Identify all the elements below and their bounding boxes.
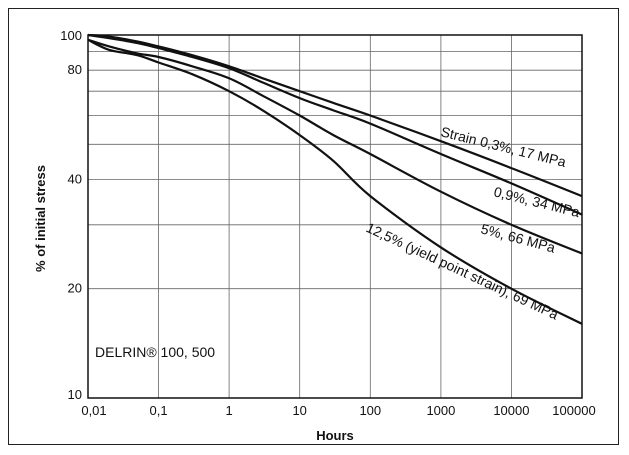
x-tick-label: 100000 [552, 403, 595, 418]
curve-label-strain-0-9: 0,9%, 34 MPa [492, 183, 581, 220]
y-tick-label: 10 [68, 387, 82, 402]
x-axis-title: Hours [316, 428, 354, 443]
y-tick-label: 100 [60, 28, 82, 43]
chart-frame [8, 8, 619, 445]
x-tick-label: 1 [225, 403, 232, 418]
x-tick-labels: 0,01 0,1 1 10 100 1000 10000 100000 [81, 403, 595, 418]
series-line-0 [87, 33, 583, 198]
curve-label-strain-5: 5%, 66 MPa [479, 220, 557, 255]
plot-border [87, 34, 583, 399]
x-tick-label: 10000 [493, 403, 529, 418]
x-tick-label: 10 [292, 403, 306, 418]
series-line-3 [87, 38, 583, 325]
y-tick-label: 20 [68, 281, 82, 296]
y-tick-label: 80 [68, 62, 82, 77]
product-annotation: DELRIN® 100, 500 [95, 344, 215, 360]
series-line-2 [87, 38, 583, 255]
y-tick-labels: 10 20 40 80 100 [60, 28, 82, 402]
x-tick-label: 1000 [426, 403, 455, 418]
x-tick-label: 100 [359, 403, 381, 418]
curves [87, 33, 583, 325]
x-tick-label: 0,01 [81, 403, 106, 418]
y-axis-title: % of initial stress [33, 165, 48, 272]
y-tick-label: 40 [68, 172, 82, 187]
series-line-1 [87, 33, 583, 216]
x-tick-label: 0,1 [150, 403, 168, 418]
